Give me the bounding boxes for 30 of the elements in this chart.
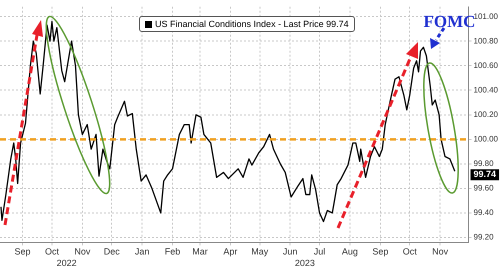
x-tick-label: Aug	[342, 246, 358, 256]
x-tick-label: Oct	[402, 246, 418, 256]
y-tick-label: 100.80	[474, 36, 499, 46]
x-tick-label: Jan	[134, 246, 150, 256]
y-tick-label: 100.60	[474, 60, 499, 70]
x-tick-label: Dec	[104, 246, 120, 256]
y-tick-label: 99.40	[474, 208, 494, 218]
annotation: FOMC	[423, 12, 476, 32]
x-tick-label: Mar	[192, 246, 208, 256]
x-tick-label: Nov	[432, 246, 449, 256]
y-tick-label: 100.20	[474, 110, 499, 119]
x-tick-label: Jul	[314, 246, 326, 256]
x-tick-label: Feb	[164, 246, 180, 256]
y-tick-label: 100.40	[474, 85, 499, 94]
x2-tick-label: 2023	[294, 258, 315, 268]
x-tick-label: Sep	[14, 246, 31, 256]
y-tick-label: 99.60	[474, 184, 494, 193]
y-tick-label: 99.20	[474, 232, 494, 242]
text: 99.74	[474, 169, 496, 180]
x-tick-label: Apr	[223, 246, 238, 256]
x-tick-label: Nov	[74, 246, 91, 256]
x2-tick-label: 2022	[56, 258, 77, 268]
x-tick-label: Sep	[372, 246, 388, 256]
x-tick-label: May	[251, 246, 269, 256]
legend-label: US Financial Conditions Index - Last Price 99.74	[155, 19, 349, 29]
x-tick-label: Oct	[44, 246, 60, 256]
y-tick-label: 100.00	[474, 134, 499, 144]
x-tick-label: Jun	[282, 246, 298, 256]
y-tick-label: 99.80	[474, 159, 494, 168]
y-tick-label: 101.00	[474, 12, 499, 21]
